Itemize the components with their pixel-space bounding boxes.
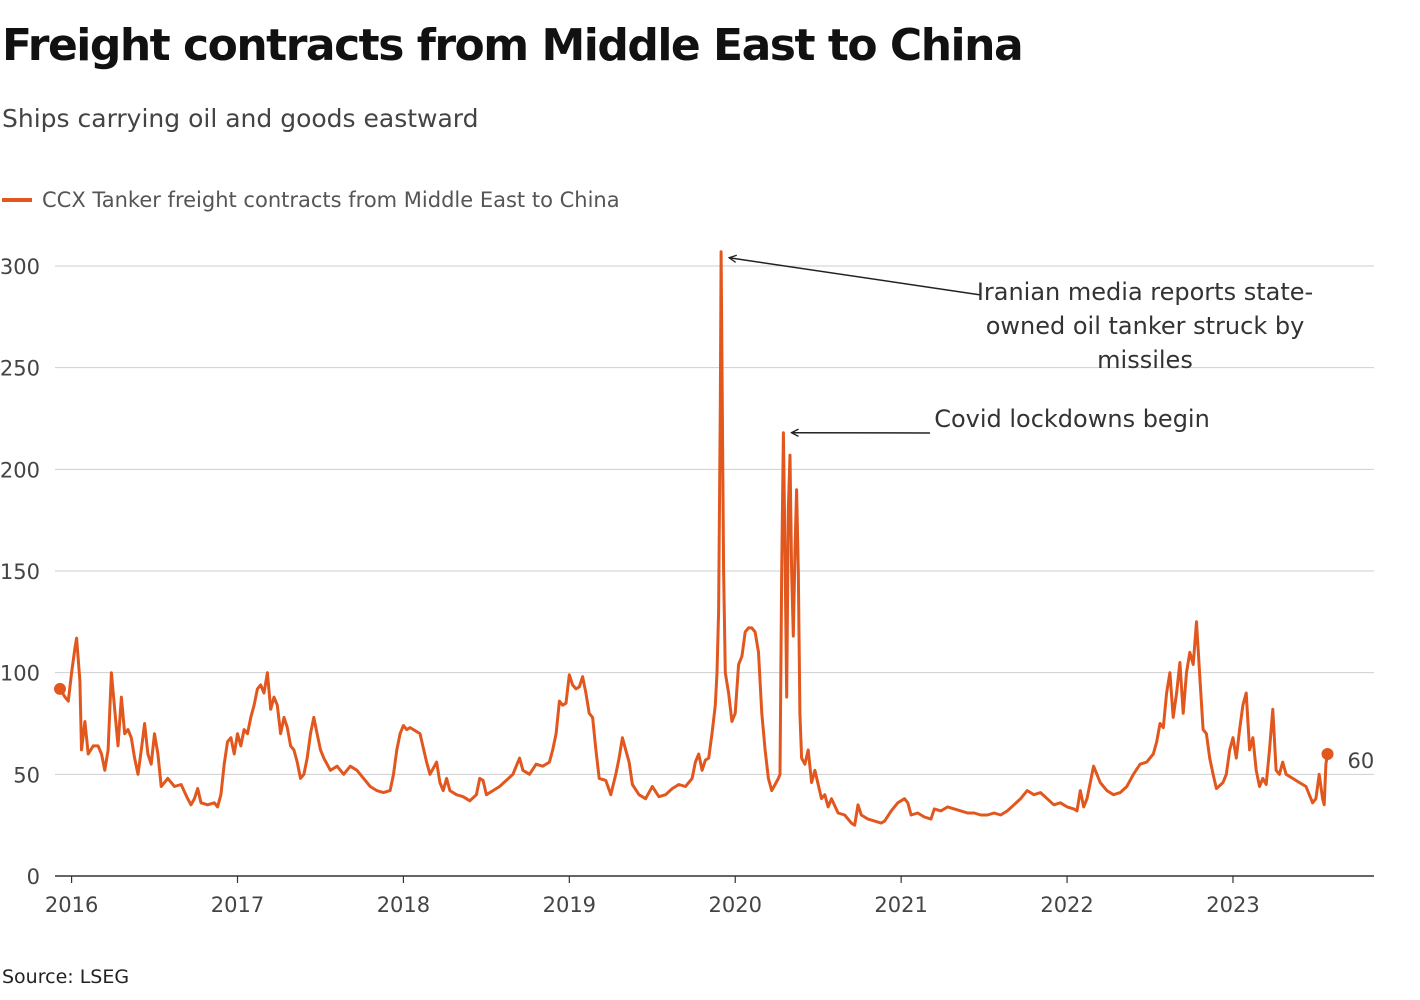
annotation-arrow bbox=[729, 258, 982, 296]
y-tick-label: 50 bbox=[13, 763, 40, 787]
x-tick-label: 2018 bbox=[377, 893, 430, 917]
x-axis-ticks: 2016 2017 2018 2019 2020 2021 2022 2023 bbox=[45, 876, 1260, 917]
y-tick-label: 150 bbox=[0, 560, 40, 584]
source-note: Source: LSEG bbox=[2, 966, 130, 988]
y-tick-label: 0 bbox=[27, 865, 40, 889]
gridlines bbox=[55, 265, 1374, 877]
x-tick-label: 2022 bbox=[1040, 893, 1093, 917]
end-value-label: 60 bbox=[1348, 749, 1375, 773]
x-tick-label: 2017 bbox=[211, 893, 264, 917]
x-tick-label: 2023 bbox=[1206, 893, 1259, 917]
series-line bbox=[58, 250, 1329, 827]
start-point-marker bbox=[53, 682, 66, 695]
legend-swatch bbox=[2, 198, 32, 202]
legend: CCX Tanker freight contracts from Middle… bbox=[2, 188, 620, 212]
annotation-text: Iranian media reports state- bbox=[977, 278, 1313, 306]
end-point-marker bbox=[1321, 748, 1334, 760]
chart-subtitle: Ships carrying oil and goods eastward bbox=[2, 104, 479, 133]
x-tick-label: 2020 bbox=[709, 893, 762, 917]
annotation-text: owned oil tanker struck by bbox=[986, 312, 1305, 340]
x-tick-label: 2019 bbox=[543, 893, 596, 917]
x-tick-label: 2021 bbox=[874, 893, 927, 917]
annotation-text: missiles bbox=[1097, 346, 1193, 374]
chart-title: Freight contracts from Middle East to Ch… bbox=[2, 20, 1024, 71]
series-layer: 60 bbox=[53, 250, 1375, 827]
y-tick-label: 300 bbox=[0, 255, 40, 279]
y-tick-label: 100 bbox=[0, 662, 40, 686]
y-tick-label: 250 bbox=[0, 357, 40, 381]
y-tick-label: 200 bbox=[0, 458, 40, 482]
legend-label: CCX Tanker freight contracts from Middle… bbox=[42, 188, 620, 212]
annotation-text: Covid lockdowns begin bbox=[934, 405, 1210, 433]
x-tick-label: 2016 bbox=[45, 893, 98, 917]
y-axis-ticks: 0 50 100 150 200 250 300 bbox=[0, 255, 40, 889]
annotations: Iranian media reports state-owned oil ta… bbox=[729, 258, 1313, 433]
